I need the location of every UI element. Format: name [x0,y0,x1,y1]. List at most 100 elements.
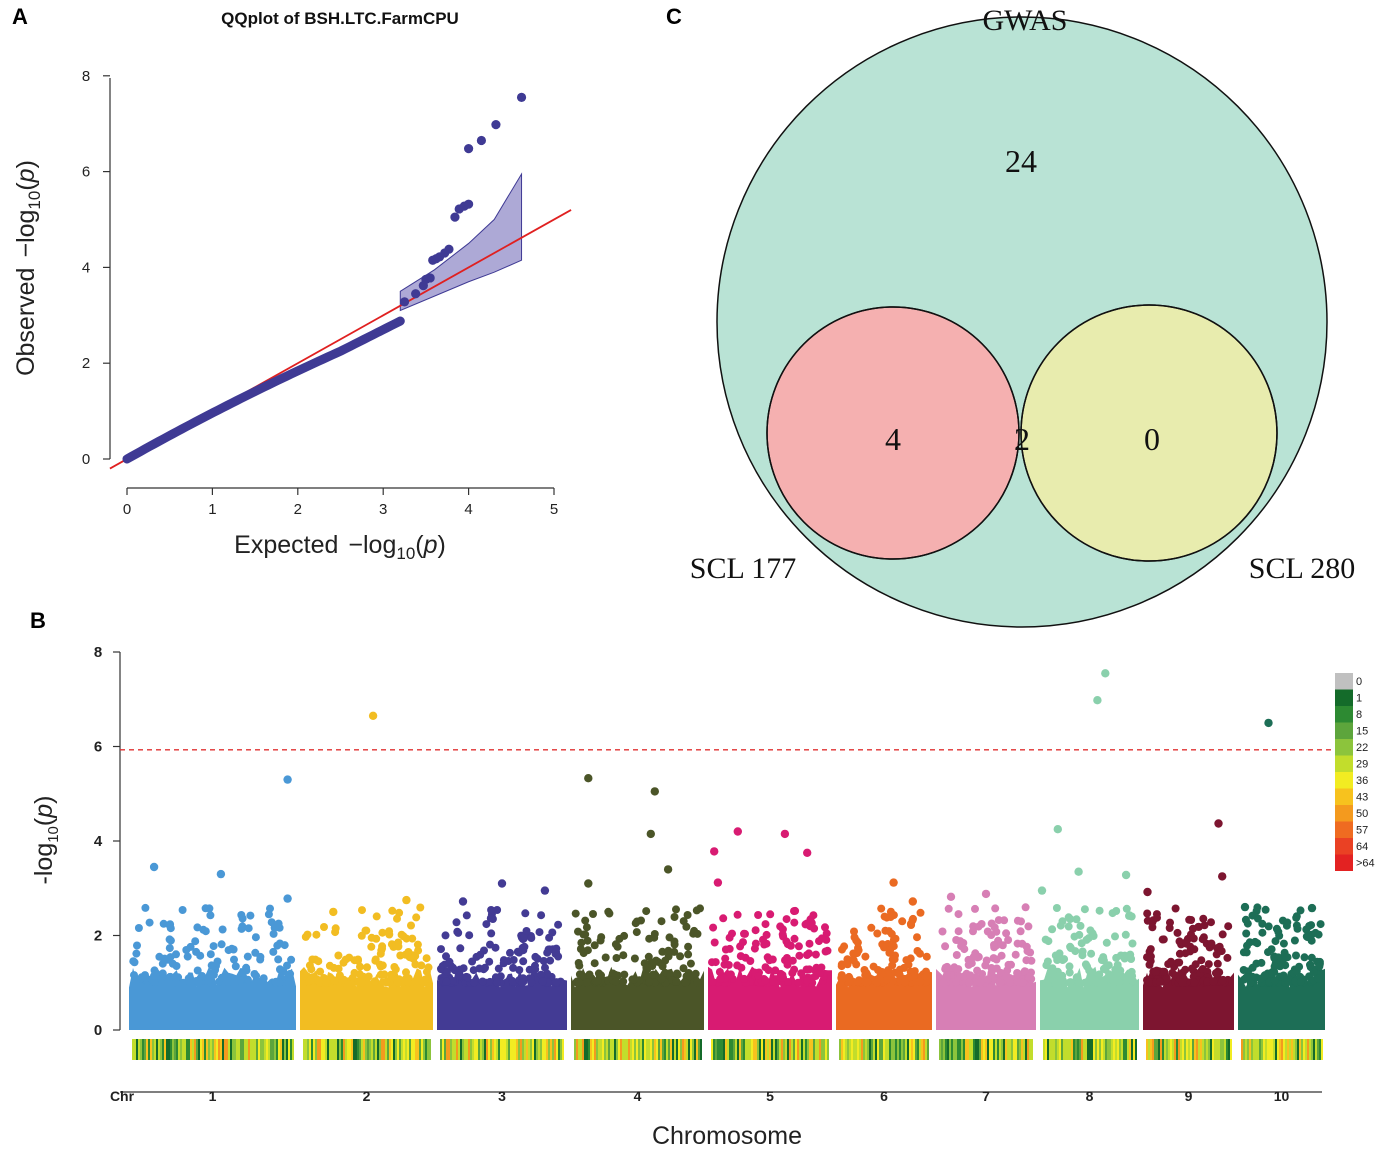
snp-point [1243,941,1251,950]
snp-point [1248,911,1257,920]
density-strip-cell [456,1039,458,1060]
density-legend-swatch [1335,722,1353,739]
density-strip-cell [359,1039,361,1060]
snp-point [519,957,528,966]
density-strip-cell [696,1039,698,1060]
density-legend: 0 1 8 15 22 29 36 43 50 57 64 >64 [1335,673,1375,871]
density-strip-cell [1307,1039,1309,1060]
snp-point [408,934,417,943]
density-strip-cell [1158,1039,1160,1060]
snp-point [407,921,415,930]
chromosome-label: 9 [1185,1088,1193,1104]
snp-point [242,963,251,972]
density-strip-cell [510,1039,512,1060]
density-strip-cell [713,1039,715,1060]
snp-point [552,948,561,957]
density-strip-cell [218,1039,220,1060]
density-strip-cell [664,1039,666,1060]
snp-point [193,966,202,975]
density-strip-cell [423,1039,425,1060]
density-strip-cell [753,1039,755,1060]
density-strip-cell [202,1039,204,1060]
density-strip-cell [1061,1039,1063,1060]
venn-outline-scl177 [766,306,1020,560]
snp-point [995,978,1004,987]
snp-point [630,954,639,963]
density-strip-cell [442,1039,444,1060]
snp-peak-point [1037,886,1047,895]
snp-point [766,910,775,919]
density-strip-cell [1015,1039,1017,1060]
density-strip-cell [1255,1039,1257,1060]
density-strip-cell [1178,1039,1180,1060]
density-strip-cell [357,1039,359,1060]
density-strip-cell [1059,1039,1061,1060]
density-strip-cell [823,1039,825,1060]
density-strip-cell [538,1039,540,1060]
snp-point [867,923,876,932]
snp-point [1111,932,1119,941]
density-strip-cell [240,1039,242,1060]
snp-point [797,969,806,978]
snp-point [158,959,167,968]
snp-point [1076,921,1085,930]
snp-point [314,977,323,986]
snp-point [733,910,742,919]
density-strip-cell [363,1039,365,1060]
density-strip-cell [1011,1039,1013,1060]
snp-point [1095,906,1104,915]
density-strip-cell [474,1039,476,1060]
density-strip-cell [652,1039,654,1060]
density-strip-cell [767,1039,769,1060]
snp-point [237,924,246,933]
snp-point [823,946,832,955]
snp-peak-point [1218,872,1227,881]
density-strip-cell [1305,1039,1307,1060]
density-legend-swatch [1335,821,1353,838]
snp-point [768,955,777,964]
snp-point [783,960,792,969]
density-strip-cell [1289,1039,1291,1060]
density-strip-cell [811,1039,813,1060]
density-strip-cell [1063,1039,1065,1060]
density-legend-swatch [1335,772,1353,789]
density-strip-cell [947,1039,949,1060]
density-strip-cell [480,1039,482,1060]
snp-point [513,947,522,956]
density-strip-cell [672,1039,674,1060]
qq-point [491,120,501,130]
snp-point [494,964,503,973]
snp-point [670,940,679,949]
density-strip-cell [622,1039,624,1060]
snp-point [1143,909,1152,918]
snp-point [1270,976,1279,985]
snp-point [1081,960,1090,969]
density-strip-cell [1311,1039,1313,1060]
snp-point [916,977,925,986]
density-strip-cell [484,1039,486,1060]
snp-peak-point [402,895,411,905]
density-strip-cell [646,1039,648,1060]
snp-point [1316,920,1325,929]
snp-point [1055,971,1063,980]
snp-point [206,950,215,959]
snp-peak-point [646,829,655,839]
density-strip-cell [228,1039,230,1060]
density-strip-cell [1019,1039,1021,1060]
density-strip-cell [1001,1039,1003,1060]
snp-point [998,941,1007,950]
density-strip-cell [630,1039,632,1060]
density-strip-cell [476,1039,478,1060]
snp-point [952,951,961,959]
density-strip-cell [1017,1039,1019,1060]
snp-point [733,961,742,970]
snp-point [716,975,725,984]
snp-point [1155,977,1164,986]
density-strip-cell [1226,1039,1228,1060]
density-strip-cell [266,1039,268,1060]
density-strip-cell [941,1039,943,1060]
snp-point [1084,976,1093,985]
snp-point [720,960,729,969]
density-strip-cell [327,1039,329,1060]
snp-point [244,924,253,933]
